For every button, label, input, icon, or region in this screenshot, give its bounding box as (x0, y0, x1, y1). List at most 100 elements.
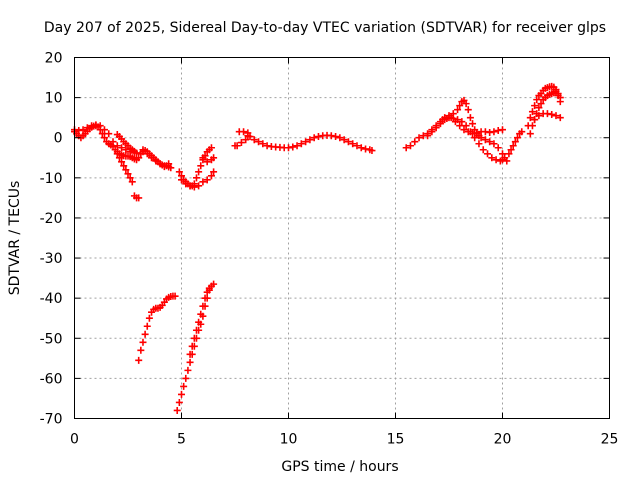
x-tick-label: 20 (494, 432, 512, 448)
data-point (115, 154, 123, 162)
data-point (75, 127, 83, 135)
data-point (160, 162, 168, 170)
data-point (454, 106, 462, 114)
data-point (357, 144, 365, 152)
data-point (456, 102, 464, 110)
data-point (178, 176, 185, 184)
data-point (494, 127, 502, 135)
data-point (509, 142, 517, 150)
series-arc-5 (130, 192, 143, 202)
data-point (406, 142, 414, 150)
data-point (424, 132, 432, 140)
data-point (556, 98, 564, 106)
data-point (175, 168, 183, 176)
data-point (362, 145, 370, 153)
data-point (554, 92, 562, 100)
data-point (486, 129, 494, 137)
series-arc-9 (186, 280, 218, 358)
data-point (197, 310, 205, 318)
data-point (552, 88, 560, 96)
data-point (484, 150, 492, 158)
plot-frame (74, 57, 610, 419)
data-point (133, 149, 141, 157)
data-point (156, 160, 164, 168)
data-point (511, 138, 519, 146)
data-point (488, 154, 496, 162)
data-point (535, 112, 543, 120)
data-point (528, 122, 536, 130)
data-point (186, 182, 194, 190)
data-point (173, 406, 181, 414)
data-point (96, 122, 104, 130)
data-point (552, 112, 560, 120)
data-point (293, 142, 301, 150)
series-arc-6 (135, 292, 179, 364)
data-point (145, 314, 153, 322)
y-tick-label: -20 (40, 211, 63, 227)
x-axis-label: GPS time / hours (281, 459, 398, 475)
data-point (199, 178, 207, 186)
data-point (368, 147, 376, 155)
data-point (105, 130, 113, 138)
chart-title: Day 207 of 2025, Sidereal Day-to-day VTE… (44, 20, 606, 36)
data-point (143, 322, 151, 330)
data-point (451, 118, 459, 126)
data-point (490, 128, 498, 136)
data-point (186, 350, 194, 358)
data-point (178, 390, 185, 398)
data-point (210, 168, 218, 176)
data-point (120, 162, 128, 170)
series-arc-7 (139, 146, 175, 172)
data-point (118, 158, 126, 166)
data-point (439, 116, 447, 124)
data-point (190, 334, 198, 342)
data-point (263, 142, 271, 150)
series-arc-8 (173, 286, 213, 414)
data-point (175, 398, 183, 406)
data-point (353, 142, 361, 150)
data-point (402, 144, 410, 152)
data-point (526, 114, 534, 122)
data-point (528, 108, 536, 116)
data-point (92, 121, 100, 129)
data-point (190, 183, 198, 191)
data-point (469, 130, 477, 138)
series-arc-21 (531, 110, 564, 124)
data-point (479, 146, 487, 154)
data-point (533, 96, 541, 104)
data-point (201, 294, 209, 302)
y-tick-label: -70 (40, 412, 63, 428)
y-tick-label: 0 (54, 131, 63, 147)
data-point (171, 292, 179, 300)
data-point (203, 288, 211, 296)
data-point (428, 128, 436, 136)
data-point (180, 382, 188, 390)
data-point (122, 166, 130, 174)
data-point (490, 140, 498, 148)
series-arc-20 (526, 88, 564, 138)
data-point (492, 156, 500, 164)
data-point (246, 133, 254, 141)
series-arc-19 (524, 82, 564, 130)
data-point (207, 172, 215, 180)
y-tick-label: 10 (45, 91, 63, 107)
data-point (192, 326, 200, 334)
data-point (436, 120, 444, 128)
data-point (122, 146, 130, 154)
data-point (188, 342, 196, 350)
data-point (199, 302, 207, 310)
data-point (531, 102, 539, 110)
data-point (233, 142, 241, 150)
data-point (195, 168, 203, 176)
series-arc-11 (178, 168, 218, 191)
data-point (250, 136, 258, 144)
series-arc-12 (199, 154, 218, 166)
y-tick-label: -60 (40, 371, 63, 387)
data-point (336, 134, 344, 142)
data-point (481, 128, 489, 136)
data-point (186, 358, 194, 366)
data-point (100, 126, 108, 134)
y-tick-label: -50 (40, 331, 63, 347)
data-point (192, 174, 200, 182)
